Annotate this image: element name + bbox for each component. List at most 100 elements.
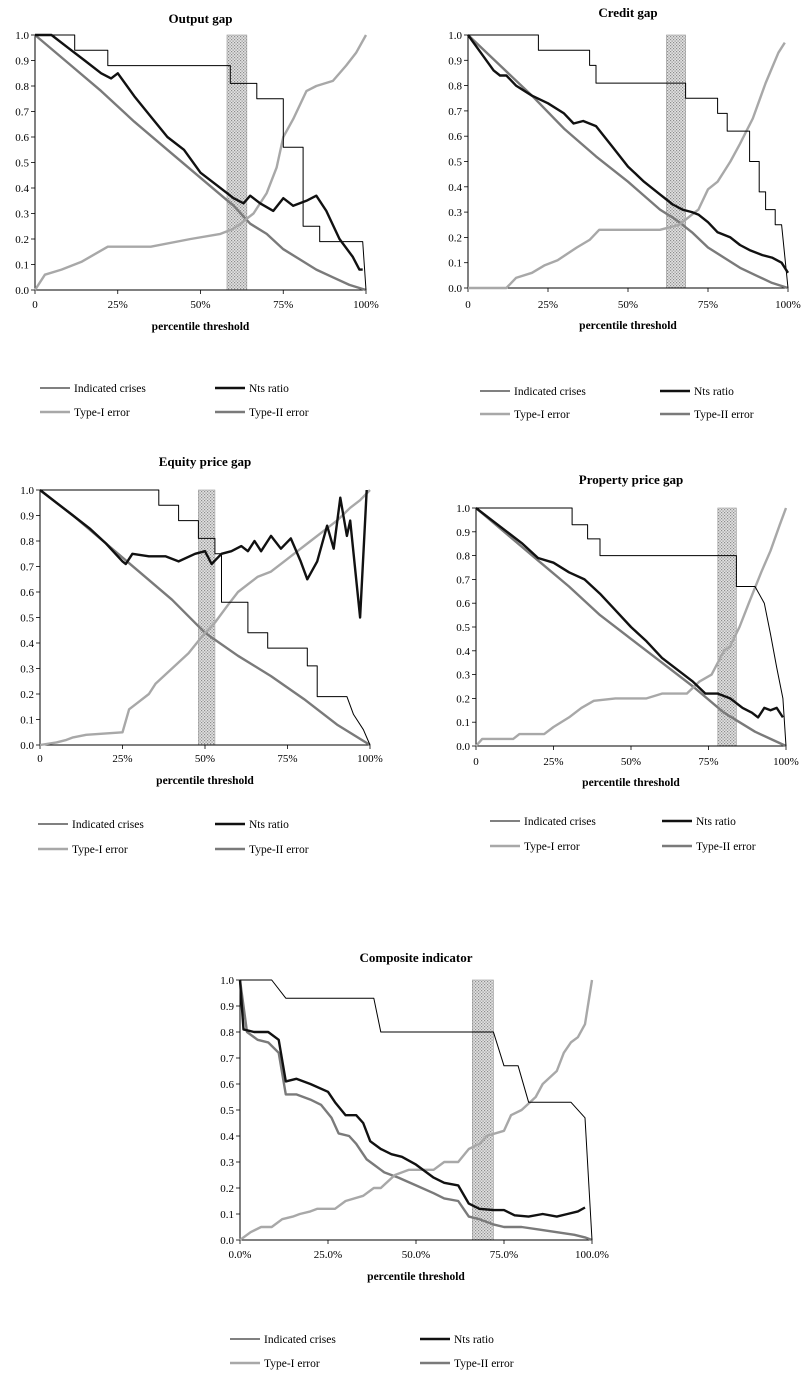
x-tick-label: 100% [775, 299, 801, 311]
x-axis-label: percentile threshold [579, 320, 677, 332]
y-tick-label: 0.4 [220, 1131, 234, 1143]
series-line-nts [467, 34, 790, 274]
chart-title: Credit gap [598, 5, 657, 20]
y-tick-label: 1.0 [15, 30, 29, 42]
y-tick-label: 0.2 [20, 689, 34, 701]
legend-label-type2: Type-II error [696, 841, 756, 853]
x-axis-label: percentile threshold [152, 321, 250, 333]
legend-label-type1: Type-I error [514, 409, 570, 421]
y-tick-label: 0.1 [456, 717, 470, 729]
y-tick-label: 0.4 [20, 638, 34, 650]
series-line-indicated [476, 507, 787, 747]
chart-property-price-gap: Property price gap 0.0 0.1 0.2 0.3 0.4 0.5 0.6 0… [456, 472, 799, 853]
legend-label-type1: Type-I error [264, 1358, 320, 1370]
legend-label-type2: Type-II error [694, 409, 754, 421]
series-line-type1 [39, 489, 371, 747]
y-tick-label: 0.5 [220, 1105, 234, 1117]
x-tick-label: 0 [473, 756, 479, 768]
legend-label-nts: Nts ratio [249, 383, 289, 395]
series-line-indicated [35, 34, 367, 291]
y-tick-label: 0.8 [15, 81, 29, 93]
y-tick-label: 0.0 [448, 283, 462, 295]
y-tick-label: 0.4 [456, 646, 470, 658]
y-tick-label: 0.8 [456, 551, 470, 563]
y-tick-label: 0.0 [20, 740, 34, 752]
series-line-type1 [239, 979, 594, 1241]
x-tick-label: 50% [190, 299, 210, 311]
legend-label-indicated: Indicated crises [524, 816, 596, 828]
y-tick-label: 0.9 [20, 511, 34, 523]
x-axis-label: percentile threshold [582, 777, 680, 789]
x-tick-label: 0 [465, 299, 471, 311]
series-line-indicated [40, 489, 371, 746]
y-tick-label: 0.7 [220, 1053, 234, 1065]
y-tick-label: 0.1 [20, 715, 34, 727]
series-line-type2 [238, 979, 593, 1242]
chart-title: Composite indicator [359, 950, 472, 965]
y-tick-label: 0.6 [20, 587, 34, 599]
x-tick-label: 100% [353, 299, 379, 311]
series-line-type2 [34, 34, 367, 292]
series-line-nts [35, 33, 363, 271]
legend-label-type1: Type-I error [524, 841, 580, 853]
y-tick-label: 1.0 [220, 975, 234, 987]
x-tick-label: 75% [698, 299, 718, 311]
y-tick-label: 0.1 [220, 1209, 234, 1221]
x-tick-label: 100.0% [575, 1249, 609, 1261]
y-tick-label: 0.7 [456, 574, 470, 586]
y-tick-label: 1.0 [20, 485, 34, 497]
series-line-indicated [468, 34, 789, 289]
chart-equity-price-gap: Equity price gap 0.0 0.1 0.2 0.3 0.4 0.5 0.6 0.7… [20, 454, 383, 856]
x-tick-label: 50% [195, 753, 215, 765]
y-tick-label: 0.6 [456, 598, 470, 610]
x-tick-label: 0 [37, 753, 43, 765]
x-tick-label: 25.0% [314, 1249, 342, 1261]
y-tick-label: 0.2 [15, 234, 29, 246]
chart-panel-credit-gap: Credit gap 0.0 0.1 0.2 0.3 0.4 0.5 0.6 0.7 0.8 0.9… [400, 0, 804, 430]
legend-label-type2: Type-II error [249, 407, 309, 419]
y-tick-label: 0.3 [220, 1157, 234, 1169]
y-tick-label: 0.7 [15, 107, 29, 119]
legend-label-indicated: Indicated crises [72, 819, 144, 831]
y-tick-label: 0.3 [448, 207, 462, 219]
legend-label-indicated: Indicated crises [74, 383, 146, 395]
x-tick-label: 0.0% [229, 1249, 252, 1261]
y-tick-label: 0.8 [448, 81, 462, 93]
x-tick-label: 75.0% [490, 1249, 518, 1261]
x-tick-label: 100% [773, 756, 799, 768]
y-tick-label: 0.0 [456, 741, 470, 753]
legend-label-nts: Nts ratio [454, 1334, 494, 1346]
y-tick-label: 0.0 [220, 1235, 234, 1247]
chart-title: Equity price gap [159, 454, 251, 469]
chart-panel-equity-price-gap: Equity price gap 0.0 0.1 0.2 0.3 0.4 0.5 0.6 0.7… [0, 454, 400, 870]
series-line-indicated [240, 979, 593, 1241]
x-tick-label: 25% [108, 299, 128, 311]
y-tick-label: 0.5 [20, 613, 34, 625]
chart-panel-composite-indicator: Composite indicator 0.0 0.1 0.2 0.3 0.4 0.5 0.6… [160, 915, 640, 1385]
series-line-type2 [475, 507, 787, 748]
y-tick-label: 0.1 [448, 258, 462, 270]
x-axis-label: percentile threshold [156, 775, 254, 787]
y-tick-label: 0.6 [15, 132, 29, 144]
y-tick-label: 0.6 [220, 1079, 234, 1091]
y-tick-label: 0.2 [448, 232, 462, 244]
legend-label-nts: Nts ratio [696, 816, 736, 828]
y-tick-label: 0.3 [15, 209, 29, 221]
y-tick-label: 0.9 [448, 55, 462, 67]
y-tick-label: 0.8 [220, 1027, 234, 1039]
x-tick-label: 75% [698, 756, 718, 768]
x-tick-label: 50% [618, 299, 638, 311]
x-tick-label: 75% [273, 299, 293, 311]
y-tick-label: 0.7 [448, 106, 462, 118]
x-tick-label: 25% [112, 753, 132, 765]
series-line-type1 [33, 34, 368, 291]
y-tick-label: 0.9 [456, 527, 470, 539]
y-tick-label: 1.0 [448, 30, 462, 42]
y-tick-label: 0.9 [220, 1001, 234, 1013]
y-tick-label: 0.9 [15, 56, 29, 68]
chart-composite-indicator: Composite indicator 0.0 0.1 0.2 0.3 0.4 0.5 0.6… [220, 950, 609, 1370]
legend-label-indicated: Indicated crises [264, 1334, 336, 1346]
y-tick-label: 0.1 [15, 260, 29, 272]
y-tick-label: 0.0 [15, 285, 29, 297]
legend-label-type1: Type-I error [74, 407, 130, 419]
